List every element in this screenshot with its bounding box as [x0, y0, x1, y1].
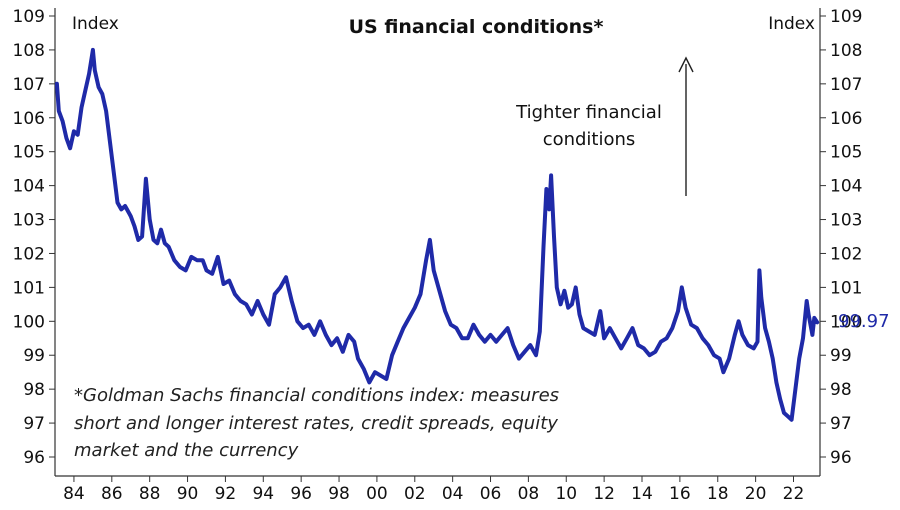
x-tick-label: 10	[555, 484, 577, 504]
y-tick-label-left: 98	[23, 380, 45, 400]
x-tick-label: 14	[631, 484, 653, 504]
y-axis-unit-left: Index	[72, 14, 119, 34]
y-tick-label-right: 102	[830, 244, 862, 264]
x-tick-label: 12	[593, 484, 615, 504]
x-tick-label: 02	[404, 484, 426, 504]
last-value-label: 99.97	[838, 311, 890, 332]
y-tick-label-left: 104	[13, 177, 45, 197]
y-tick-label-right: 98	[830, 380, 852, 400]
x-tick-label: 94	[252, 484, 274, 504]
x-tick-label: 18	[707, 484, 729, 504]
y-tick-label-right: 104	[830, 177, 862, 197]
y-tick-label-left: 109	[13, 7, 45, 27]
annotation: Tighter financial conditions	[515, 56, 694, 196]
y-tick-label-right: 105	[830, 143, 862, 163]
y-axis-ticks: 96 96 97 97 98 98 99 99 100 100 101 101 102 102 103 103…	[13, 7, 863, 468]
x-tick-label: 16	[669, 484, 691, 504]
y-tick-label-left: 103	[13, 211, 45, 231]
y-tick-label-left: 107	[13, 75, 45, 95]
x-tick-label: 00	[366, 484, 388, 504]
footnote: *Goldman Sachs financial conditions inde…	[74, 385, 559, 461]
y-tick-label-left: 97	[23, 414, 45, 434]
footnote-line-3: market and the currency	[74, 440, 299, 461]
x-axis-ticks: 84 86 88 90 92 94 96 98 00 02 04 06 08 10 12 14 16 18 20 22	[63, 476, 804, 504]
y-tick-label-left: 106	[13, 109, 45, 129]
y-tick-label-right: 96	[830, 448, 852, 468]
x-tick-label: 88	[139, 484, 161, 504]
x-tick-label: 22	[783, 484, 805, 504]
footnote-line-1: *Goldman Sachs financial conditions inde…	[74, 385, 559, 406]
y-tick-label-left: 99	[23, 346, 45, 366]
footnote-line-2: short and longer interest rates, credit …	[74, 413, 558, 434]
y-axis-unit-right: Index	[768, 14, 815, 34]
annotation-line-2: conditions	[543, 129, 636, 150]
x-tick-label: 90	[177, 484, 199, 504]
x-tick-label: 20	[745, 484, 767, 504]
y-tick-label-right: 100	[830, 312, 862, 332]
x-tick-label: 08	[518, 484, 540, 504]
annotation-arrow-head	[678, 56, 694, 73]
x-tick-label: 96	[290, 484, 312, 504]
y-tick-label-left: 100	[13, 312, 45, 332]
y-tick-label-left: 108	[13, 41, 45, 61]
y-tick-label-left: 105	[13, 143, 45, 163]
annotation-line-1: Tighter financial	[515, 102, 662, 123]
x-tick-label: 98	[328, 484, 350, 504]
series-line	[54, 47, 820, 422]
x-tick-label: 04	[442, 484, 464, 504]
y-tick-label-right: 109	[830, 7, 862, 27]
y-tick-label-right: 106	[830, 109, 862, 129]
x-tick-label: 86	[101, 484, 123, 504]
y-tick-label-right: 99	[830, 346, 852, 366]
y-tick-label-right: 97	[830, 414, 852, 434]
y-tick-label-right: 101	[830, 278, 862, 298]
x-tick-label: 84	[63, 484, 85, 504]
chart-title: US financial conditions*	[349, 16, 604, 38]
y-tick-label-right: 108	[830, 41, 862, 61]
y-tick-label-left: 101	[13, 278, 45, 298]
y-tick-label-left: 102	[13, 244, 45, 264]
y-tick-label-left: 96	[23, 448, 45, 468]
y-tick-label-right: 107	[830, 75, 862, 95]
x-tick-label: 92	[215, 484, 237, 504]
y-tick-label-right: 103	[830, 211, 862, 231]
x-tick-label: 06	[480, 484, 502, 504]
